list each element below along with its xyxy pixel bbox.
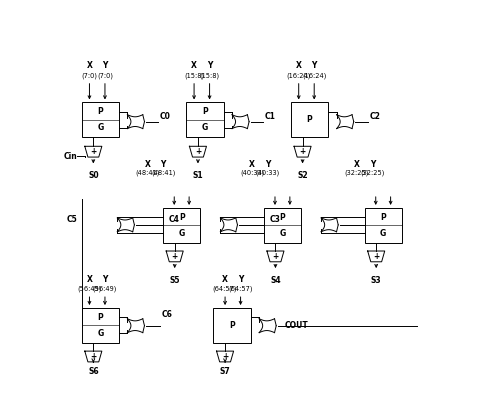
Text: COUT: COUT [285, 321, 309, 330]
Text: (7:0): (7:0) [97, 72, 113, 79]
Text: C1: C1 [264, 112, 276, 121]
Text: G: G [202, 123, 208, 132]
Text: Y: Y [207, 61, 212, 70]
Text: Y: Y [238, 275, 243, 284]
Text: X: X [86, 275, 92, 284]
Text: (32:25): (32:25) [360, 170, 384, 176]
Text: X: X [354, 159, 360, 168]
Text: X: X [191, 61, 197, 70]
Text: S2: S2 [297, 171, 308, 180]
Bar [214, 308, 251, 343]
Text: X: X [296, 61, 301, 70]
Text: (48:41): (48:41) [151, 170, 175, 176]
Text: +: + [171, 252, 178, 261]
Text: P: P [202, 107, 208, 116]
Text: S3: S3 [371, 276, 382, 285]
Text: S1: S1 [192, 171, 203, 180]
Text: G: G [179, 229, 185, 238]
Text: (15:8): (15:8) [200, 72, 220, 79]
Text: G: G [380, 229, 386, 238]
Text: P: P [179, 213, 184, 222]
Text: P: P [97, 107, 103, 116]
Text: (56:49): (56:49) [77, 286, 102, 292]
Text: Y: Y [102, 275, 108, 284]
Text: C0: C0 [160, 112, 171, 121]
Text: G: G [97, 123, 103, 132]
Text: (32:25): (32:25) [345, 170, 369, 176]
Text: S5: S5 [169, 276, 180, 285]
Text: +: + [195, 147, 201, 156]
Bar [365, 208, 402, 243]
Text: Y: Y [312, 61, 317, 70]
Text: P: P [380, 213, 386, 222]
Bar [82, 103, 119, 137]
Text: (40:33): (40:33) [240, 170, 264, 176]
Text: X: X [144, 159, 151, 168]
Text: +: + [272, 252, 278, 261]
Bar [264, 208, 301, 243]
Text: +: + [373, 252, 379, 261]
Text: S0: S0 [88, 171, 98, 180]
Text: C4: C4 [168, 215, 180, 224]
Text: P: P [229, 321, 235, 330]
Text: G: G [97, 329, 103, 338]
Text: X: X [222, 275, 228, 284]
Text: C3: C3 [269, 215, 280, 224]
Text: (40:33): (40:33) [255, 170, 280, 176]
Text: (7:0): (7:0) [82, 72, 97, 79]
Text: C6: C6 [162, 309, 172, 319]
Text: C2: C2 [369, 112, 380, 121]
Text: (56:49): (56:49) [93, 286, 117, 292]
Text: S4: S4 [270, 276, 281, 285]
Text: Y: Y [370, 159, 375, 168]
Text: (16:24): (16:24) [287, 72, 311, 79]
Text: S7: S7 [220, 367, 230, 376]
Text: P: P [97, 313, 103, 322]
Text: P: P [279, 213, 285, 222]
Text: Cin: Cin [64, 152, 78, 161]
Text: (64:57): (64:57) [228, 286, 253, 292]
Text: +: + [300, 147, 306, 156]
Text: Y: Y [102, 61, 108, 70]
Text: +: + [222, 352, 228, 361]
Text: S6: S6 [88, 367, 98, 376]
Text: Y: Y [265, 159, 270, 168]
Text: +: + [90, 147, 96, 156]
Bar [186, 103, 224, 137]
Text: X: X [249, 159, 255, 168]
Text: Y: Y [160, 159, 166, 168]
Bar [82, 308, 119, 343]
Text: P: P [307, 115, 312, 124]
Text: G: G [279, 229, 286, 238]
Text: (15:8): (15:8) [184, 72, 204, 79]
Text: X: X [86, 61, 92, 70]
Bar [163, 208, 200, 243]
Text: C5: C5 [66, 215, 77, 224]
Text: (48:41): (48:41) [135, 170, 160, 176]
Text: +: + [90, 352, 96, 361]
Text: (16:24): (16:24) [302, 72, 326, 79]
Bar [291, 103, 328, 137]
Text: (64:57): (64:57) [213, 286, 237, 292]
